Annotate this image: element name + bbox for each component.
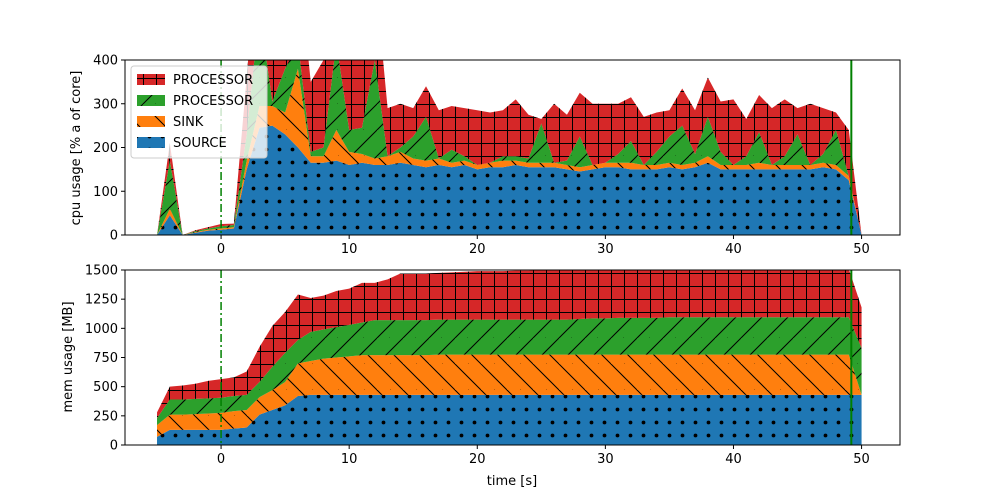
legend-label: SINK	[173, 115, 204, 130]
mem-usage-panel: 0 10 20 30 40 50 0 250 500 750 1000 1250 1500 mem u…	[61, 264, 901, 489]
x-tick-label: 40	[725, 452, 742, 467]
x-tick-label: 30	[597, 452, 614, 467]
legend-swatch-hatch	[137, 95, 165, 106]
mem-area-series	[157, 270, 862, 445]
legend-box	[130, 65, 268, 159]
cpu-legend: PROCESSOR PROCESSOR SINK SOURCE	[130, 65, 268, 159]
y-tick-label: 1500	[85, 264, 118, 279]
legend-swatch-hatch	[137, 116, 165, 127]
mem-y-ticks: 0 250 500 750 1000 1250 1500	[85, 264, 125, 454]
area-hatch-processor-2	[157, 317, 862, 426]
legend-swatch-hatch	[137, 74, 165, 85]
x-tick-label: 40	[725, 242, 742, 257]
area-hatch-processor-3	[157, 60, 862, 235]
x-tick-label: 50	[853, 452, 870, 467]
x-axis-label: time [s]	[487, 474, 537, 489]
mem-event-markers	[220, 270, 853, 445]
mem-x-ticks: 0 10 20 30 40 50	[217, 445, 870, 467]
x-tick-label: 0	[217, 452, 225, 467]
y-tick-label: 300	[93, 97, 118, 112]
cpu-x-ticks: 0 10 20 30 40 50	[217, 235, 870, 257]
legend-label: PROCESSOR	[173, 73, 253, 88]
area-hatch-source-0	[157, 394, 862, 445]
area-hatch-source-0	[157, 125, 862, 235]
cpu-usage-panel: 0 10 20 30 40 50 0 100 200 300 400 cpu usage [% a…	[69, 54, 901, 257]
x-tick-label: 10	[341, 452, 358, 467]
y-tick-label: 250	[93, 409, 118, 424]
x-tick-label: 50	[853, 242, 870, 257]
x-tick-label: 0	[217, 242, 225, 257]
area-hatch-processor-2	[157, 60, 862, 235]
x-tick-label: 30	[597, 242, 614, 257]
y-tick-label: 200	[93, 141, 118, 156]
legend-label: PROCESSOR	[173, 94, 253, 109]
y-tick-label: 1250	[85, 293, 118, 308]
y-tick-label: 1000	[85, 322, 118, 337]
x-tick-label: 20	[469, 452, 486, 467]
cpu-area-series	[157, 60, 862, 235]
y-tick-label: 400	[93, 54, 118, 69]
y-tick-label: 500	[93, 380, 118, 395]
legend-swatch-hatch	[137, 137, 165, 148]
y-tick-label: 0	[110, 439, 118, 454]
x-tick-label: 10	[341, 242, 358, 257]
x-tick-label: 20	[469, 242, 486, 257]
y-tick-label: 100	[93, 185, 118, 200]
y-tick-label: 0	[110, 229, 118, 244]
mem-y-axis-label: mem usage [MB]	[61, 301, 76, 412]
y-tick-label: 750	[93, 351, 118, 366]
cpu-y-axis-label: cpu usage [% a of core]	[69, 71, 84, 226]
area-hatch-sink-1	[157, 354, 862, 437]
area-hatch-processor-3	[157, 270, 862, 419]
cpu-y-ticks: 0 100 200 300 400	[93, 54, 125, 244]
legend-label: SOURCE	[173, 136, 227, 151]
